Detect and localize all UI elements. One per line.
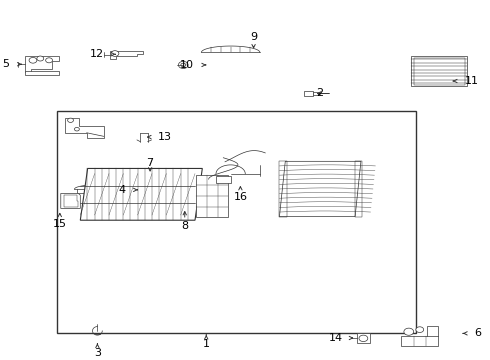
Bar — [355, 161, 363, 217]
Bar — [313, 92, 318, 95]
Circle shape — [359, 335, 368, 342]
Circle shape — [29, 58, 37, 63]
Text: 8: 8 — [181, 221, 188, 231]
Text: 6: 6 — [475, 328, 482, 338]
Polygon shape — [401, 325, 438, 346]
Text: 10: 10 — [180, 60, 194, 70]
Bar — [57, 111, 416, 333]
Circle shape — [111, 51, 119, 57]
Polygon shape — [24, 56, 59, 72]
Circle shape — [74, 127, 79, 131]
Text: 16: 16 — [233, 192, 247, 202]
Polygon shape — [80, 168, 202, 220]
Text: 12: 12 — [90, 49, 104, 59]
Text: 1: 1 — [203, 339, 210, 349]
Text: 13: 13 — [157, 132, 171, 142]
Bar — [414, 58, 465, 85]
Circle shape — [68, 118, 74, 122]
Circle shape — [404, 328, 414, 335]
Text: 2: 2 — [316, 89, 323, 99]
Text: 14: 14 — [329, 333, 343, 343]
Text: 15: 15 — [53, 219, 67, 229]
Text: 4: 4 — [119, 185, 126, 195]
Circle shape — [37, 56, 44, 61]
Polygon shape — [411, 56, 467, 86]
Polygon shape — [65, 118, 104, 138]
Bar — [196, 175, 228, 217]
Text: 11: 11 — [465, 76, 479, 86]
Text: 7: 7 — [147, 158, 154, 168]
Circle shape — [181, 63, 186, 67]
Text: 9: 9 — [250, 32, 257, 42]
Bar — [279, 161, 287, 217]
Text: 5: 5 — [2, 59, 9, 69]
Polygon shape — [110, 51, 143, 59]
Bar — [24, 71, 59, 75]
Polygon shape — [279, 161, 361, 217]
Bar — [216, 176, 231, 183]
Circle shape — [178, 61, 188, 68]
Bar — [357, 333, 370, 343]
Bar — [304, 91, 313, 96]
Text: 3: 3 — [94, 348, 101, 358]
Circle shape — [416, 327, 424, 333]
Circle shape — [46, 58, 52, 63]
Polygon shape — [61, 193, 80, 208]
